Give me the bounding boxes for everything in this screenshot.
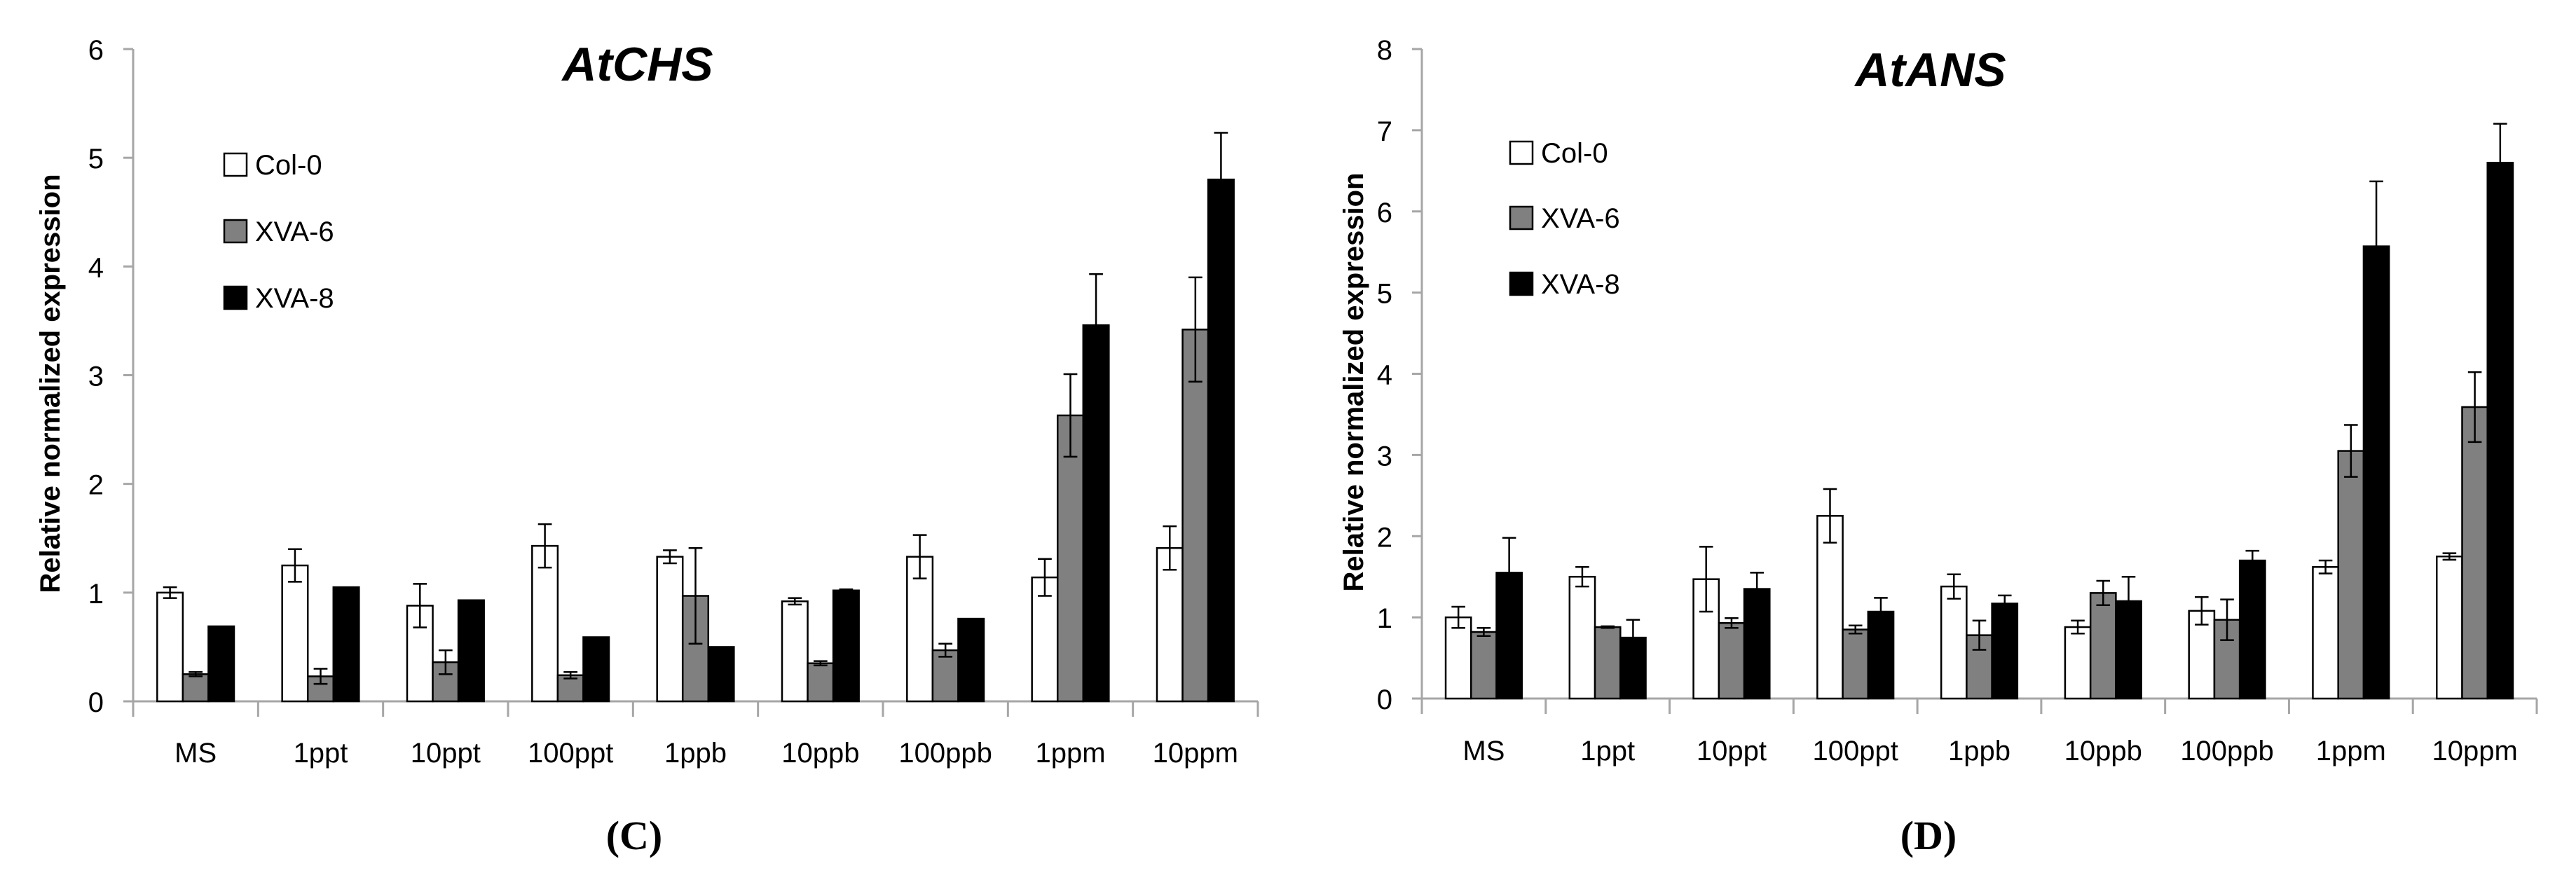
bar-xva-6: [1470, 631, 1498, 700]
y-tick-label: 2: [88, 470, 104, 501]
bar-xva-8: [707, 646, 735, 703]
y-tick-label: 5: [1377, 279, 1392, 310]
bar-xva-8: [2362, 245, 2390, 700]
bar-xva-8: [207, 625, 235, 703]
chart-atans: 0 1 2 3 4 5 6 7 8 MS 1ppt 10ppt 100ppt 1ppb 10ppb 100pp…: [1338, 35, 2538, 858]
bar-xva-6: [181, 673, 210, 703]
x-tick-label: MS: [1462, 736, 1505, 766]
bar-col-0: [1156, 546, 1184, 703]
bar-col-0: [1444, 616, 1472, 700]
bar-xva-8: [832, 589, 860, 703]
y-tick-label: 4: [88, 252, 104, 283]
legend-swatch-xva-6: [1509, 205, 1534, 231]
bar-xva-6: [2461, 406, 2488, 700]
y-tick-label: 6: [1377, 198, 1392, 228]
bar-col-0: [2064, 626, 2092, 700]
y-tick-label: 0: [88, 687, 104, 718]
legend-label: XVA-6: [255, 216, 334, 247]
bar-xva-8: [1082, 324, 1110, 703]
bar-xva-6: [2337, 450, 2365, 700]
x-tick-label: 10ppt: [411, 738, 481, 769]
x-tick-label: 10ppm: [2432, 736, 2517, 766]
legend-label: XVA-6: [1541, 203, 1620, 234]
y-tick-label: 6: [88, 35, 104, 66]
bar-xva-8: [957, 617, 985, 703]
y-tick-label: 8: [1377, 35, 1392, 66]
x-tick-label: 10ppb: [781, 738, 859, 769]
y-tick-label: 5: [88, 144, 104, 174]
x-tick-label: MS: [174, 738, 217, 769]
legend-label: Col-0: [255, 150, 322, 181]
y-tick-label: 4: [1377, 360, 1392, 391]
x-tick-label: 1ppt: [294, 738, 348, 769]
bar-xva-8: [1991, 603, 2019, 700]
bar-xva-6: [1718, 621, 1746, 700]
y-tick-label: 3: [88, 362, 104, 392]
x-tick-label: 10ppt: [1697, 736, 1767, 766]
legend-label: XVA-8: [1541, 269, 1620, 300]
bar-xva-6: [1056, 414, 1085, 703]
bar-col-0: [156, 591, 184, 703]
y-tick-label: 2: [1377, 522, 1392, 553]
bar-xva-8: [582, 636, 610, 703]
y-axis-label: Relative normalized expression: [1338, 172, 1369, 591]
legend-swatch-col-0: [223, 152, 248, 177]
bar-col-0: [531, 544, 559, 703]
bar-xva-6: [931, 649, 959, 703]
legend-swatch-xva-8: [223, 285, 248, 310]
x-tick-label: 10ppm: [1153, 738, 1238, 769]
x-tick-label: 100ppt: [528, 738, 613, 769]
bar-xva-8: [2238, 559, 2266, 700]
y-tick-label: 1: [1377, 603, 1392, 634]
chart-title: AtCHS: [561, 38, 713, 91]
x-tick-label: 1ppm: [1035, 738, 1105, 769]
legend-swatch-xva-6: [223, 219, 248, 244]
x-tick-label: 1ppb: [664, 738, 727, 769]
x-tick-label: 100ppb: [2180, 736, 2273, 766]
chart-title: AtANS: [1854, 43, 2006, 97]
bar-col-0: [1568, 575, 1596, 700]
bar-xva-8: [1207, 178, 1235, 703]
bar-col-0: [781, 600, 809, 703]
bar-xva-6: [1842, 628, 1870, 700]
bar-col-0: [2312, 566, 2339, 700]
bar-xva-6: [432, 661, 460, 703]
x-tick-label: 1ppb: [1948, 736, 2010, 766]
panel-label: (C): [606, 813, 663, 858]
y-tick-label: 7: [1377, 116, 1392, 147]
legend-label: XVA-8: [255, 283, 334, 314]
bar-xva-6: [1181, 329, 1210, 703]
x-tick-label: 100ppb: [898, 738, 992, 769]
y-axis-label: Relative normalized expression: [35, 174, 66, 593]
bar-col-0: [1692, 578, 1720, 700]
x-tick-label: 1ppm: [2316, 736, 2386, 766]
bar-col-0: [1940, 585, 1968, 700]
x-tick-label: 100ppt: [1813, 736, 1898, 766]
panel-label: (D): [1900, 813, 1957, 858]
y-tick-label: 1: [88, 579, 104, 610]
bar-col-0: [1816, 515, 1844, 700]
y-tick-label: 3: [1377, 441, 1392, 472]
x-tick-label: 10ppb: [2064, 736, 2142, 766]
bar-xva-6: [2089, 592, 2117, 700]
chart-atchs: 0 1 2 3 4 5 6 MS 1ppt 10ppt 100ppt 1ppb 10ppb 100ppb 1…: [35, 35, 1259, 858]
bar-col-0: [281, 564, 309, 703]
bar-xva-8: [2486, 161, 2514, 700]
bar-xva-8: [457, 599, 485, 703]
legend-swatch-col-0: [1509, 140, 1534, 165]
x-tick-label: 1ppt: [1580, 736, 1635, 766]
bar-xva-8: [332, 586, 360, 703]
bar-col-0: [2436, 555, 2463, 700]
legend-label: Col-0: [1541, 138, 1608, 169]
bar-col-0: [656, 556, 684, 703]
y-tick-label: 0: [1377, 685, 1392, 715]
bar-xva-6: [1594, 626, 1622, 700]
bar-xva-6: [807, 662, 835, 703]
legend-swatch-xva-8: [1509, 271, 1534, 296]
